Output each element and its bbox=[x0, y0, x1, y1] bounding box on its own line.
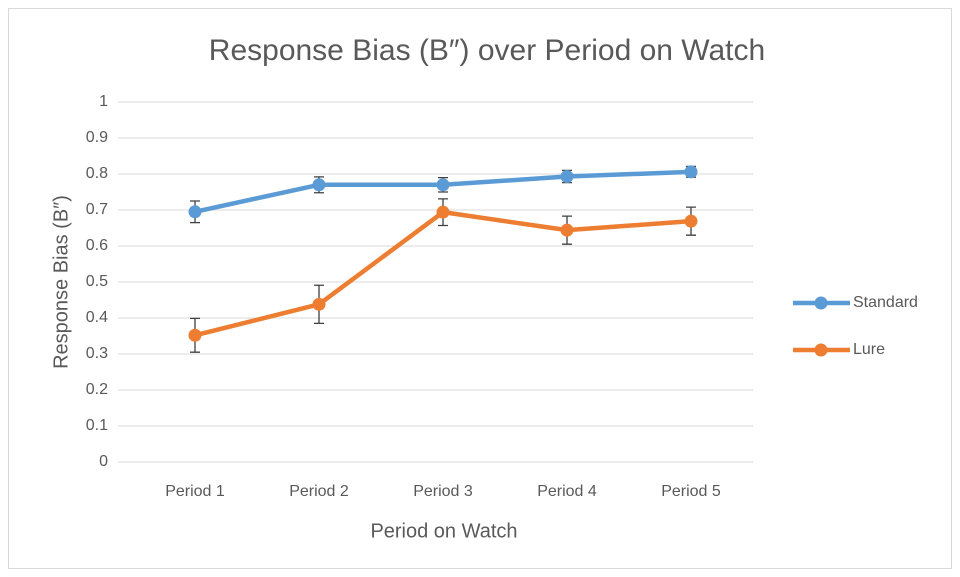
x-tick-label: Period 5 bbox=[661, 483, 721, 500]
point bbox=[436, 178, 450, 192]
legend-marker bbox=[814, 296, 828, 310]
y-tick-label: 0.7 bbox=[86, 201, 108, 218]
y-tick-label: 0.2 bbox=[86, 381, 108, 398]
point bbox=[312, 297, 326, 311]
y-tick-label: 0.9 bbox=[86, 129, 108, 146]
x-tick-label: Period 1 bbox=[165, 483, 225, 500]
y-tick-label: 1 bbox=[99, 93, 108, 110]
y-tick-label: 0.8 bbox=[86, 165, 108, 182]
legend-label: Lure bbox=[853, 341, 885, 358]
chart-title: Response Bias (B″) over Period on Watch bbox=[209, 34, 765, 67]
point bbox=[684, 214, 698, 228]
x-axis-label: Period on Watch bbox=[370, 520, 517, 542]
chart-border bbox=[8, 8, 952, 569]
x-tick-label: Period 3 bbox=[413, 483, 473, 500]
point bbox=[312, 178, 326, 192]
y-tick-label: 0.4 bbox=[86, 309, 108, 326]
y-tick-label: 0.1 bbox=[86, 417, 108, 434]
point bbox=[560, 223, 574, 237]
x-tick-label: Period 2 bbox=[289, 483, 349, 500]
point bbox=[560, 170, 574, 184]
y-tick-label: 0.5 bbox=[86, 273, 108, 290]
y-tick-label: 0.3 bbox=[86, 345, 108, 362]
point bbox=[436, 205, 450, 219]
legend-label: Standard bbox=[853, 294, 918, 311]
y-axis-label: Response Bias (B″) bbox=[50, 195, 72, 369]
y-tick-label: 0 bbox=[99, 453, 108, 470]
legend-marker bbox=[814, 343, 828, 357]
point bbox=[188, 328, 202, 342]
x-tick-label: Period 4 bbox=[537, 483, 597, 500]
y-tick-label: 0.6 bbox=[86, 237, 108, 254]
point bbox=[188, 205, 202, 219]
point bbox=[684, 165, 698, 179]
